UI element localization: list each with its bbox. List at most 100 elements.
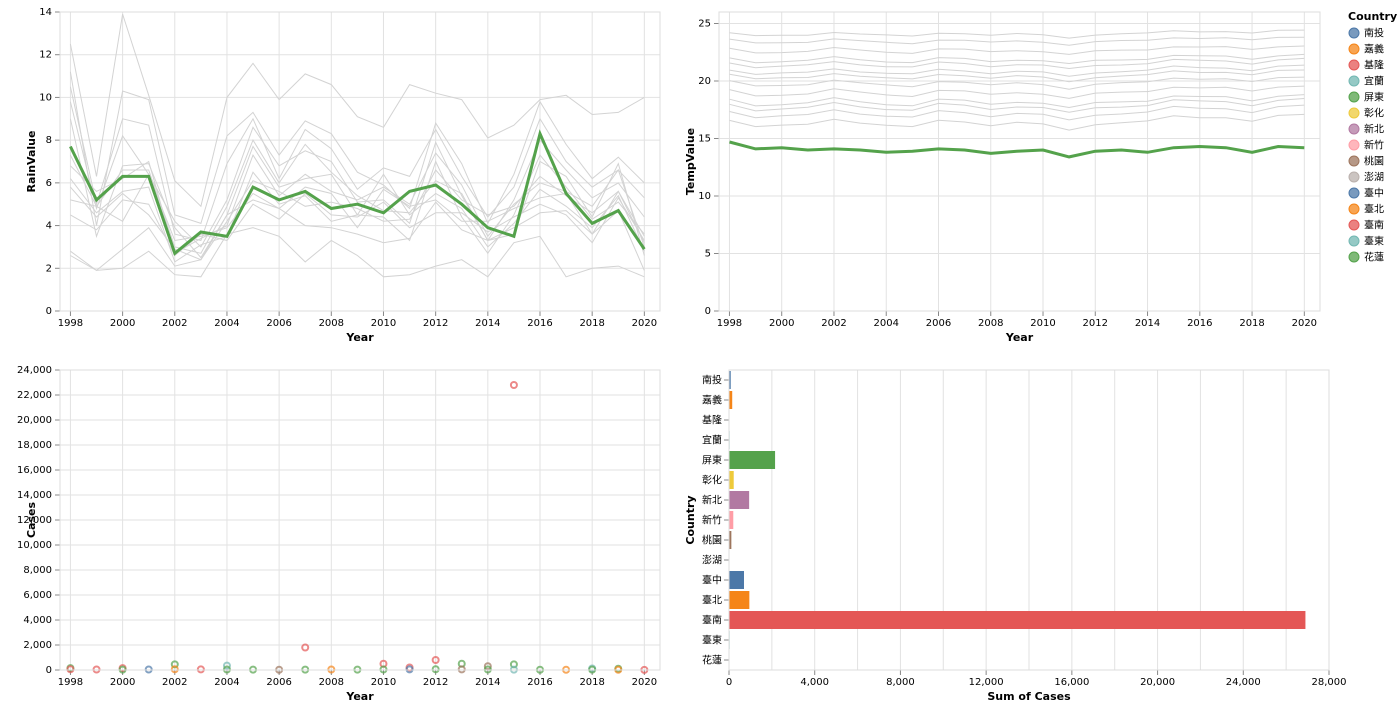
x-tick-label: 2014 xyxy=(475,677,500,688)
rain-chart-frame xyxy=(59,11,661,312)
x-tick-label: 2002 xyxy=(162,677,187,688)
y-axis-title: TempValue xyxy=(684,128,697,195)
y-tick-label: 彰化 xyxy=(702,474,722,487)
x-axis-title: Year xyxy=(345,690,374,703)
legend-swatch xyxy=(1348,59,1360,71)
x-tick-label: 28,000 xyxy=(1312,677,1347,688)
y-tick-label: 5 xyxy=(705,249,711,260)
x-tick-label: 2014 xyxy=(1135,318,1160,329)
temp-series-line xyxy=(729,36,1305,46)
y-tick-label: 24,000 xyxy=(17,365,52,376)
rain-series-line xyxy=(70,199,645,272)
x-axis-title: Year xyxy=(1005,331,1034,344)
x-tick-label: 2014 xyxy=(475,318,500,329)
temp-series-line xyxy=(729,29,1305,39)
y-tick-label: 8,000 xyxy=(23,565,52,576)
x-tick-label: 2018 xyxy=(579,677,604,688)
x-tick-label: 4,000 xyxy=(800,677,829,688)
scatter-point xyxy=(66,665,75,674)
x-tick-label: 2008 xyxy=(319,677,344,688)
y-tick-label: 新北 xyxy=(702,494,722,507)
scatter-point xyxy=(196,665,205,674)
y-tick-label: 桃園 xyxy=(702,534,722,547)
x-tick-label: 2016 xyxy=(527,318,552,329)
legend-label: 花蓮 xyxy=(1364,251,1384,264)
x-tick-label: 2016 xyxy=(1187,318,1212,329)
scatter-point xyxy=(170,660,179,669)
x-tick-label: 24,000 xyxy=(1226,677,1261,688)
x-tick-label: 2004 xyxy=(214,677,239,688)
bar xyxy=(729,471,734,489)
y-tick-label: 臺南 xyxy=(702,614,722,627)
x-tick-label: 2002 xyxy=(162,318,187,329)
y-tick-label: 12 xyxy=(39,50,52,61)
x-tick-label: 2006 xyxy=(266,677,291,688)
y-tick-label: 20,000 xyxy=(17,415,52,426)
y-tick-label: 0 xyxy=(705,306,711,317)
legend-swatch xyxy=(1348,251,1360,263)
bar xyxy=(729,451,776,469)
cases-scatter-chart: 1998 2000 2002 2004 2006 2008 2010 2012 2014 2016… xyxy=(17,365,660,703)
bar xyxy=(729,511,734,529)
y-axis-title: Country xyxy=(684,495,697,544)
legend-label: 屏東 xyxy=(1364,91,1384,104)
legend-label: 宜蘭 xyxy=(1364,75,1384,88)
y-tick-label: 基隆 xyxy=(702,414,722,427)
y-tick-label: 臺北 xyxy=(702,594,722,607)
y-tick-label: 8 xyxy=(46,135,52,146)
x-tick-label: 2000 xyxy=(769,318,794,329)
rain-series-line xyxy=(69,13,645,208)
bar xyxy=(729,371,731,389)
bar xyxy=(729,571,744,589)
y-tick-label: 花蓮 xyxy=(702,654,722,667)
temp-series-line xyxy=(729,94,1305,109)
temp-series-line xyxy=(729,57,1305,70)
legend-label: 南投 xyxy=(1364,27,1384,40)
legend-label: 新北 xyxy=(1364,123,1384,136)
rain-series-line xyxy=(70,152,645,255)
y-tick-label: 6 xyxy=(46,178,52,189)
x-axis-title: Sum of Cases xyxy=(987,690,1071,703)
x-tick-label: 12,000 xyxy=(969,677,1004,688)
x-tick-label: 2002 xyxy=(821,318,846,329)
legend-swatch xyxy=(1348,27,1360,39)
scatter-point xyxy=(222,661,231,670)
y-tick-label: 10 xyxy=(698,191,711,202)
legend-swatch xyxy=(1348,123,1360,135)
scatter-point xyxy=(170,665,179,674)
y-tick-label: 宜蘭 xyxy=(702,434,722,447)
x-tick-label: 2018 xyxy=(1239,318,1264,329)
x-tick-label: 2004 xyxy=(214,318,239,329)
x-tick-label: 2018 xyxy=(579,318,604,329)
legend-label: 嘉義 xyxy=(1364,43,1384,56)
y-tick-label: 0 xyxy=(46,306,52,317)
y-tick-label: 南投 xyxy=(702,374,722,387)
legend-swatch xyxy=(1348,107,1360,119)
y-tick-label: 4,000 xyxy=(23,615,52,626)
x-tick-label: 16,000 xyxy=(1054,677,1089,688)
legend-swatch xyxy=(1348,203,1360,215)
scatter-point xyxy=(431,665,440,674)
y-tick-label: 22,000 xyxy=(17,390,52,401)
x-tick-label: 2000 xyxy=(110,318,135,329)
legend-label: 臺北 xyxy=(1364,203,1384,216)
rain-highlight-line xyxy=(69,129,646,256)
temp-series-line xyxy=(729,45,1305,55)
legend-swatch xyxy=(1348,171,1360,183)
bar xyxy=(729,491,750,509)
y-tick-label: 12,000 xyxy=(17,515,52,526)
y-tick-label: 14 xyxy=(39,7,52,18)
bar xyxy=(729,611,1306,629)
scatter-point xyxy=(431,656,440,664)
rain-series-line xyxy=(69,71,645,226)
y-tick-label: 4 xyxy=(46,221,52,232)
x-tick-label: 2004 xyxy=(874,318,899,329)
scatter-point xyxy=(483,662,492,671)
legend-swatch xyxy=(1348,91,1360,103)
rain-series-line xyxy=(70,173,645,243)
cases-bar-chart-frame xyxy=(728,369,1330,671)
y-tick-label: 臺東 xyxy=(702,634,722,647)
y-tick-label: 6,000 xyxy=(23,590,52,601)
